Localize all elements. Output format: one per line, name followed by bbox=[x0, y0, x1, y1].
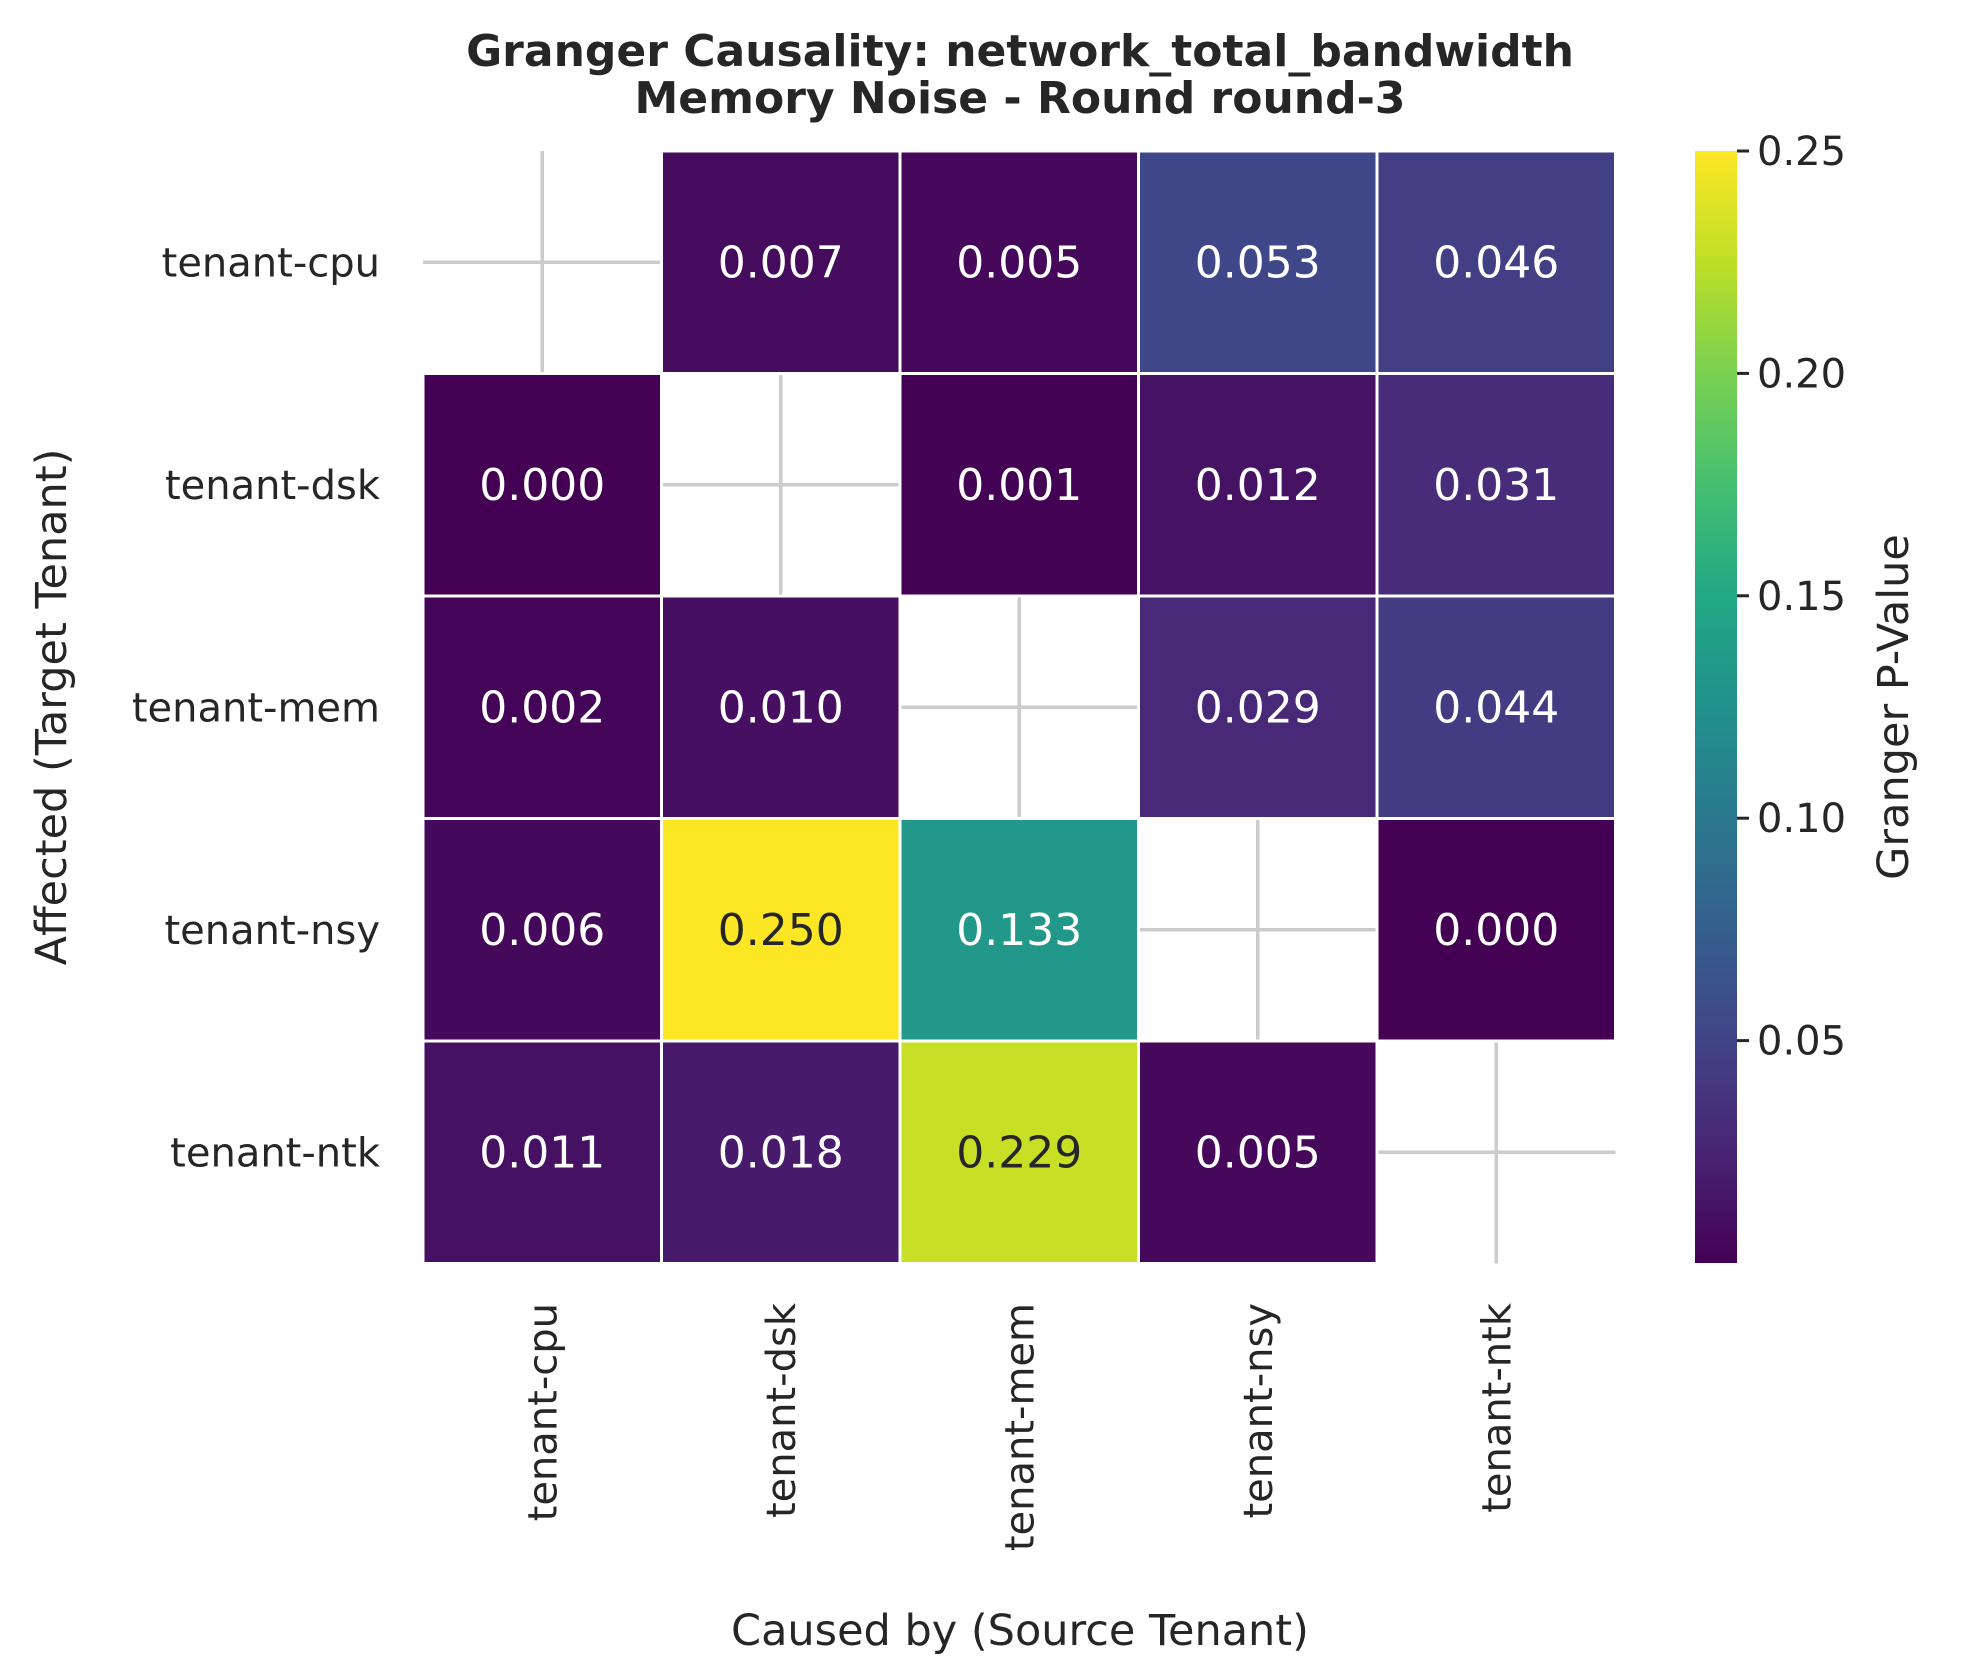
cell-annotation: 0.007 bbox=[718, 237, 844, 288]
x-tick-label: tenant-ntk bbox=[1474, 1302, 1520, 1513]
cell-annotation: 0.133 bbox=[956, 905, 1082, 956]
cell-annotation: 0.002 bbox=[479, 682, 605, 733]
heatmap-cell bbox=[1375, 149, 1617, 375]
heatmap-cell bbox=[1375, 594, 1617, 820]
heatmap-cell bbox=[1137, 594, 1379, 820]
x-tick-label: tenant-dsk bbox=[759, 1302, 805, 1518]
chart-title-line: Granger Causality: network_total_bandwid… bbox=[466, 26, 1574, 77]
cell-annotation: 0.012 bbox=[1195, 460, 1321, 511]
cell-annotation: 0.010 bbox=[718, 682, 844, 733]
cell-annotation: 0.046 bbox=[1433, 237, 1559, 288]
cell-annotation: 0.031 bbox=[1433, 460, 1559, 511]
colorbar-tick-label: 0.15 bbox=[1757, 574, 1846, 620]
heatmap-cell bbox=[421, 1039, 663, 1265]
heatmap-cell bbox=[1375, 817, 1617, 1043]
colorbar-tick-label: 0.10 bbox=[1757, 796, 1846, 842]
cell-annotation: 0.044 bbox=[1433, 682, 1559, 733]
x-tick-label: tenant-cpu bbox=[520, 1303, 566, 1521]
colorbar-gradient bbox=[1695, 151, 1737, 1263]
colorbar-tick-label: 0.05 bbox=[1757, 1019, 1846, 1065]
y-tick-labels: tenant-cpu tenant-dsk tenant-mem tenant-nsy… bbox=[132, 240, 381, 1176]
x-tick-labels: tenant-cpu tenant-dsk tenant-mem tenant-nsy… bbox=[520, 1302, 1520, 1551]
colorbar-label: Granger P-Value bbox=[1869, 534, 1919, 880]
heatmap-cell bbox=[421, 594, 663, 820]
chart-title: Granger Causality: network_total_bandwid… bbox=[466, 26, 1574, 124]
cell-annotation: 0.250 bbox=[718, 905, 844, 956]
cell-annotation: 0.000 bbox=[479, 460, 605, 511]
y-tick-label: tenant-ntk bbox=[170, 1130, 381, 1176]
cell-annotation: 0.005 bbox=[1195, 1127, 1321, 1178]
heatmap-cell bbox=[1375, 372, 1617, 598]
colorbar-tick-label: 0.25 bbox=[1757, 129, 1846, 175]
heatmap-cell bbox=[1137, 372, 1379, 598]
y-axis-label: Affected (Target Tenant) bbox=[27, 449, 77, 966]
heatmap-cell bbox=[421, 817, 663, 1043]
heatmap-cell bbox=[898, 1039, 1140, 1265]
colorbar-tick-label: 0.20 bbox=[1757, 351, 1846, 397]
cell-annotation: 0.018 bbox=[718, 1127, 844, 1178]
cell-annotation: 0.006 bbox=[479, 905, 605, 956]
chart-title-line: Memory Noise - Round round-3 bbox=[635, 73, 1406, 124]
cell-annotation: 0.053 bbox=[1195, 237, 1321, 288]
cell-annotation: 0.029 bbox=[1195, 682, 1321, 733]
heatmap-cell bbox=[898, 372, 1140, 598]
cell-annotation: 0.000 bbox=[1433, 905, 1559, 956]
colorbar: 0.05 0.10 0.15 0.20 0.25 bbox=[1695, 129, 1846, 1263]
heatmap-cell bbox=[421, 372, 663, 598]
heatmap-cells bbox=[421, 149, 1617, 1265]
cell-annotation: 0.011 bbox=[479, 1127, 605, 1178]
cell-annotation: 0.005 bbox=[956, 237, 1082, 288]
heatmap-cell bbox=[660, 594, 902, 820]
x-axis-label: Caused by (Source Tenant) bbox=[731, 1606, 1309, 1656]
x-tick-label: tenant-nsy bbox=[1236, 1303, 1282, 1519]
y-tick-label: tenant-dsk bbox=[165, 463, 381, 509]
heatmap-cell bbox=[898, 817, 1140, 1043]
cell-annotations: 0.007 0.005 0.053 0.046 0.000 0.001 0.012 0.031… bbox=[479, 237, 1559, 1178]
heatmap-cell bbox=[898, 149, 1140, 375]
cell-annotation: 0.001 bbox=[956, 460, 1082, 511]
y-tick-label: tenant-cpu bbox=[162, 240, 380, 286]
x-tick-label: tenant-mem bbox=[997, 1303, 1043, 1551]
cell-annotation: 0.229 bbox=[956, 1127, 1082, 1178]
heatmap-cell bbox=[660, 817, 902, 1043]
y-tick-label: tenant-mem bbox=[132, 685, 380, 731]
heatmap-cell bbox=[660, 1039, 902, 1265]
y-tick-label: tenant-nsy bbox=[165, 908, 381, 954]
heatmap-cell bbox=[1137, 1039, 1379, 1265]
